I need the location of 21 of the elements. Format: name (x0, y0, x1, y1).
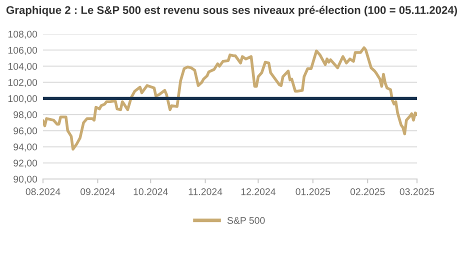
x-tick-label: 08.2024 (26, 188, 60, 196)
y-tick-label: 94,00 (14, 144, 38, 152)
y-tick-label: 108,00 (8, 30, 38, 39)
x-tick-label: 12.2024 (241, 188, 276, 196)
y-tick-label: 102,00 (8, 79, 38, 88)
chart-title: Graphique 2 : Le S&P 500 est revenu sous ses niveaux pré-élection (100 = 05.11.2024) (6, 6, 458, 16)
x-tick-label: 09.2024 (80, 188, 115, 196)
y-tick-label: 90,00 (14, 176, 38, 184)
x-tick-label: 02.2025 (350, 188, 385, 196)
y-tick-label: 106,00 (8, 46, 38, 55)
x-tick-label: 01.2025 (296, 188, 330, 196)
y-tick-label: 92,00 (14, 160, 38, 168)
legend-label: S&P 500 (227, 217, 265, 224)
y-tick-label: 100,00 (8, 95, 38, 104)
y-tick-label: 96,00 (14, 127, 38, 136)
line-series (43, 46, 417, 151)
x-tick-label: 11.2024 (188, 188, 222, 196)
x-tick-label: 10.2024 (134, 188, 168, 196)
y-tick-label: 104,00 (8, 62, 38, 71)
y-tick-label: 98,00 (14, 111, 38, 120)
x-tick-label: 03.2025 (400, 188, 434, 196)
